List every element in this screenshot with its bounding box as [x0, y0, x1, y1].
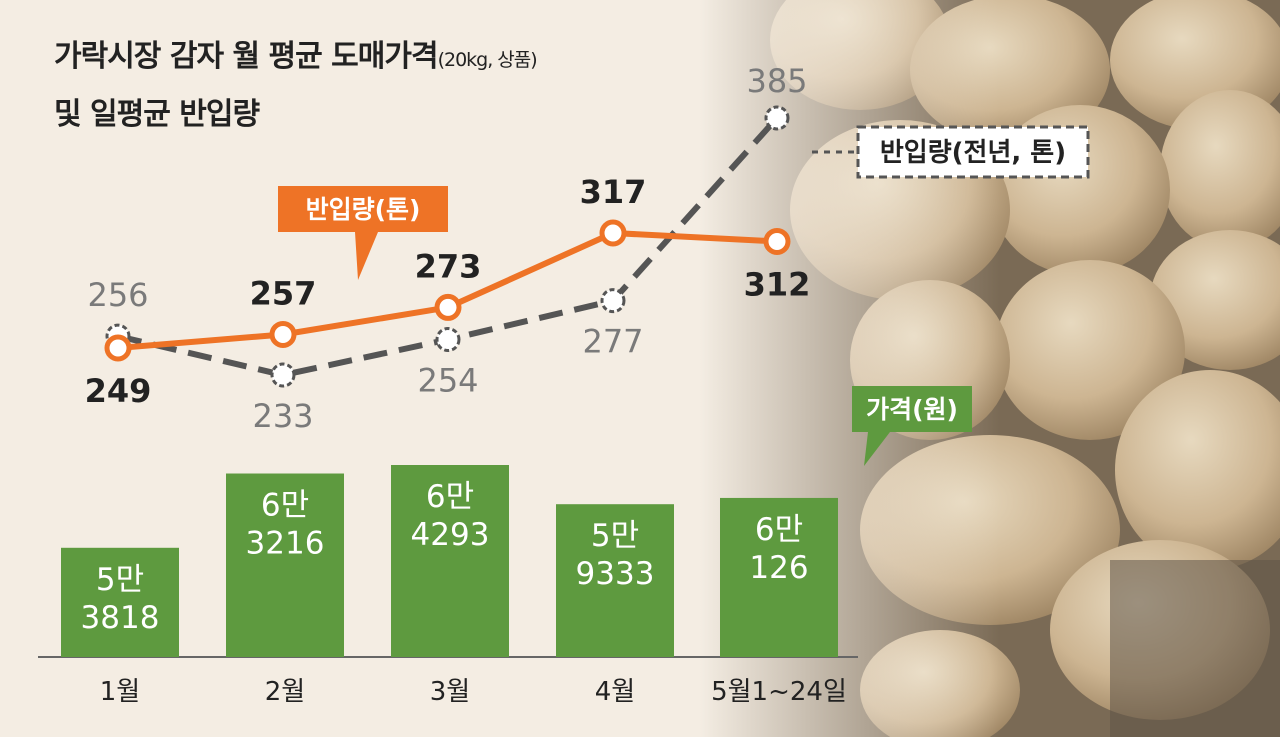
current-point: [599, 219, 627, 247]
title-note: (20kg, 상품): [438, 49, 537, 71]
chart-title: 가락시장 감자 월 평균 도매가격(20kg, 상품) 및 일평균 반입량: [54, 39, 538, 132]
title-line2: 및 일평균 반입량: [54, 97, 260, 132]
x-tick-label: 4월: [595, 677, 635, 707]
x-tick-label: 5월1~24일: [711, 677, 847, 707]
current-point: [763, 227, 791, 255]
current-point: [104, 334, 132, 362]
current-value-label: 273: [415, 247, 482, 285]
legend-current: 반입량(톤): [278, 186, 448, 280]
legend-price: 가격(원): [852, 386, 972, 466]
prev-year-value-label: 256: [87, 276, 148, 314]
price-label-line1: 5만: [96, 562, 144, 598]
volume-lines: 249 257 273 317 312 256 233 254 277 385: [85, 62, 811, 435]
price-label-line2: 126: [749, 550, 808, 586]
prev-year-value-label: 254: [417, 362, 478, 400]
current-point: [434, 293, 462, 321]
current-value-label: 257: [250, 274, 317, 312]
prev-year-point: [435, 327, 461, 353]
price-label-line2: 9333: [576, 556, 655, 592]
price-label-line2: 3216: [246, 526, 325, 562]
legend-price-label: 가격(원): [866, 395, 958, 424]
price-bar: [226, 473, 344, 657]
current-value-label: 317: [580, 173, 647, 211]
prev-year-value-label: 385: [746, 62, 807, 100]
x-tick-label: 1월: [100, 677, 140, 707]
prev-year-point: [764, 105, 790, 131]
legend-prev-year: 반입량(전년, 톤): [812, 125, 1090, 179]
title-line1: 가락시장 감자 월 평균 도매가격: [54, 39, 438, 74]
price-label-line1: 5만: [591, 518, 639, 554]
price-bar: [556, 504, 674, 657]
prev-year-value-label: 277: [582, 323, 643, 361]
price-label-line1: 6만: [426, 479, 474, 515]
prev-year-point: [600, 288, 626, 314]
prev-year-point: [270, 362, 296, 388]
current-value-label: 312: [744, 265, 811, 303]
price-bar: [61, 547, 179, 657]
current-point: [269, 320, 297, 348]
potato-photo: [700, 0, 1280, 737]
legend-prev-year-label: 반입량(전년, 톤): [880, 138, 1066, 168]
x-tick-label: 3월: [430, 677, 470, 707]
x-tick-labels: 1월 2월 3월 4월 5월1~24일: [100, 677, 847, 707]
prev-year-value-label: 233: [252, 397, 313, 435]
price-label-line2: 4293: [411, 517, 490, 553]
price-label-line1: 6만: [755, 512, 803, 548]
price-label-line1: 6만: [261, 488, 309, 524]
price-bar: [391, 465, 509, 657]
svg-text:가락시장 감자 월 평균 도매가격(20kg, 상품): 가락시장 감자 월 평균 도매가격(20kg, 상품): [54, 39, 537, 74]
x-tick-label: 2월: [265, 677, 305, 707]
price-bar: [720, 497, 838, 657]
current-value-label: 249: [85, 372, 152, 410]
price-label-line2: 3818: [81, 600, 160, 636]
legend-current-label: 반입량(톤): [306, 195, 421, 224]
